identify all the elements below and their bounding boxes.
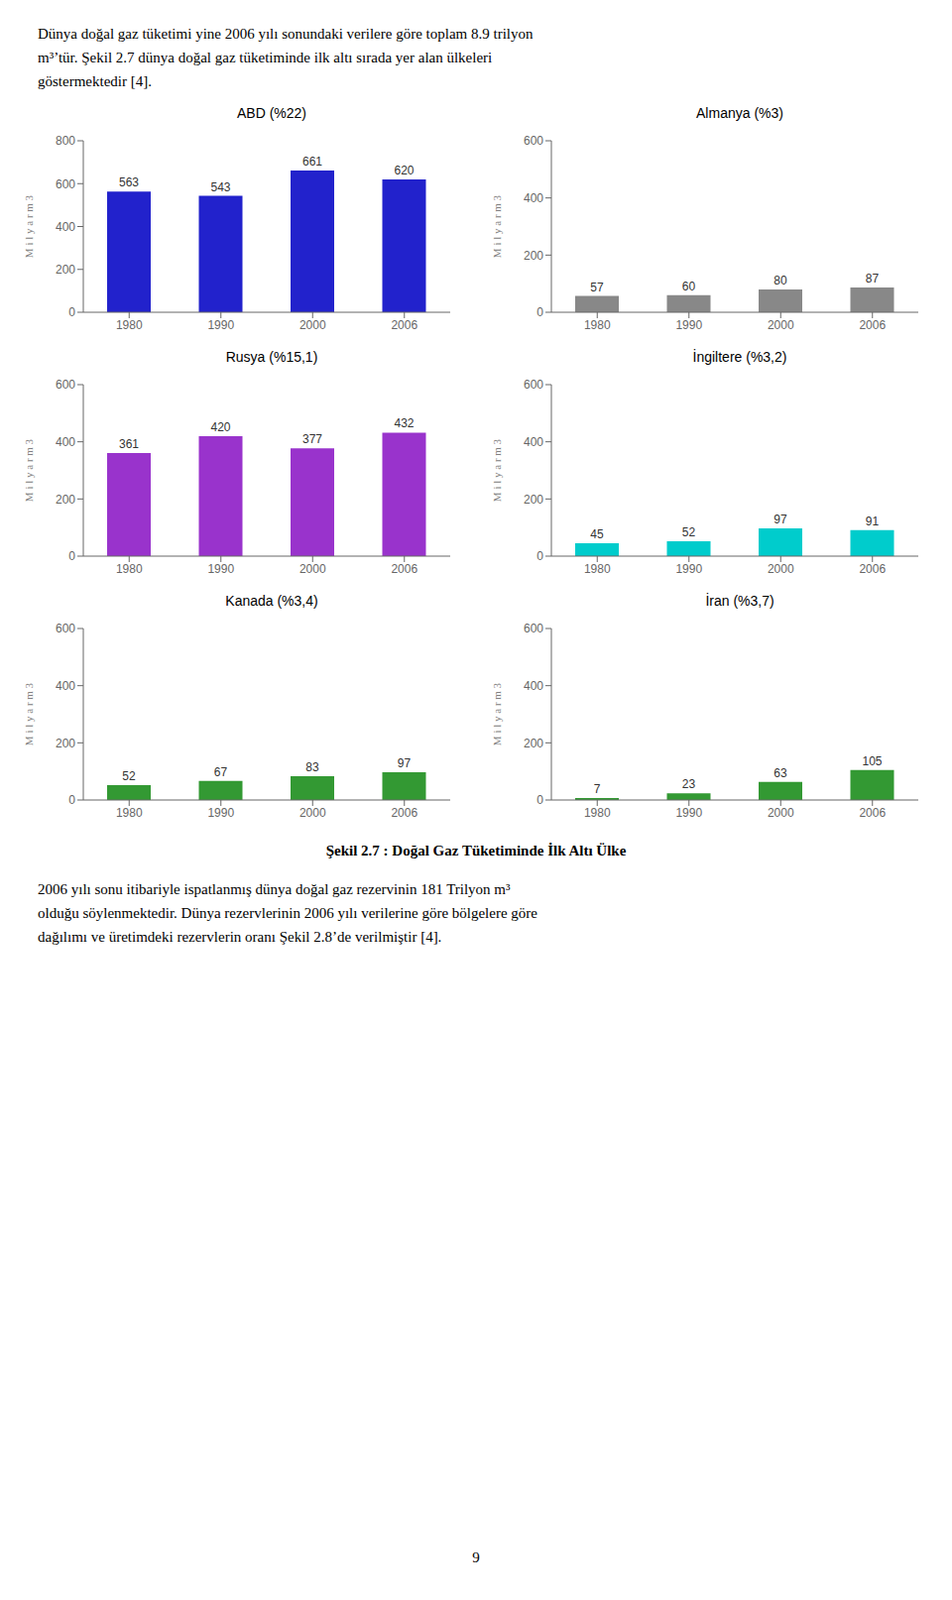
- svg-text:2006: 2006: [390, 806, 418, 821]
- svg-text:63: 63: [773, 766, 788, 781]
- svg-text:2006: 2006: [858, 806, 886, 821]
- svg-text:1990: 1990: [675, 318, 703, 333]
- svg-text:1980: 1980: [116, 318, 143, 333]
- svg-text:M i l y a r m 3: M i l y a r m 3: [490, 194, 503, 258]
- svg-text:97: 97: [773, 512, 788, 527]
- html-text:Rusya (%15,1): Rusya (%15,1): [225, 349, 318, 365]
- svg-text:1990: 1990: [207, 562, 235, 577]
- svg-text:45: 45: [590, 527, 604, 542]
- svg-text:1990: 1990: [207, 806, 235, 821]
- html-text:9: 9: [472, 1549, 480, 1566]
- svg-text:91: 91: [865, 514, 880, 529]
- svg-text:600: 600: [55, 621, 76, 636]
- svg-text:2000: 2000: [767, 806, 795, 821]
- svg-text:87: 87: [865, 271, 880, 286]
- svg-text:2000: 2000: [299, 562, 327, 577]
- html-text:İran (%3,7): İran (%3,7): [705, 593, 775, 609]
- svg-text:400: 400: [523, 679, 544, 694]
- svg-text:200: 200: [523, 736, 544, 751]
- svg-text:57: 57: [590, 280, 604, 295]
- svg-text:80: 80: [773, 273, 788, 288]
- svg-text:2000: 2000: [299, 318, 327, 333]
- svg-text:400: 400: [523, 191, 544, 206]
- html-text:Dünya doğal gaz tüketimi yine: Dünya doğal gaz tüketimi yine 2006 yılı …: [37, 25, 534, 42]
- svg-text:200: 200: [523, 492, 544, 507]
- svg-text:1980: 1980: [584, 562, 611, 577]
- svg-text:52: 52: [682, 525, 697, 540]
- svg-text:2006: 2006: [858, 562, 886, 577]
- svg-text:600: 600: [55, 377, 76, 392]
- html-text:Almanya (%3): Almanya (%3): [696, 105, 784, 121]
- svg-text:83: 83: [305, 760, 320, 775]
- svg-text:2000: 2000: [767, 562, 795, 577]
- svg-text:67: 67: [214, 765, 229, 780]
- svg-text:2006: 2006: [858, 318, 886, 333]
- svg-text:600: 600: [523, 621, 544, 636]
- svg-text:2000: 2000: [299, 806, 327, 821]
- html-text:2006 yılı sonu itibariyle ispa: 2006 yılı sonu itibariyle ispatlanmış dü…: [37, 881, 511, 898]
- svg-text:23: 23: [682, 777, 697, 792]
- svg-text:563: 563: [119, 175, 139, 190]
- svg-text:60: 60: [682, 279, 697, 294]
- svg-text:200: 200: [523, 248, 544, 263]
- svg-text:400: 400: [55, 679, 76, 694]
- svg-text:600: 600: [55, 177, 76, 192]
- svg-text:400: 400: [55, 435, 76, 450]
- svg-text:200: 200: [55, 262, 76, 277]
- svg-text:2006: 2006: [390, 562, 418, 577]
- svg-text:M i l y a r m 3: M i l y a r m 3: [22, 194, 35, 258]
- svg-text:1990: 1990: [207, 318, 235, 333]
- html-text:dağılımı ve üretimdeki rezervl: dağılımı ve üretimdeki rezervlerin oranı…: [37, 929, 442, 946]
- svg-text:1980: 1980: [116, 562, 143, 577]
- html-text:göstermektedir [4].: göstermektedir [4].: [37, 73, 152, 90]
- html-text:ABD (%22): ABD (%22): [237, 105, 307, 121]
- svg-text:M i l y a r m 3: M i l y a r m 3: [22, 682, 35, 746]
- svg-text:543: 543: [210, 180, 231, 195]
- svg-text:661: 661: [302, 154, 323, 169]
- html-text:Kanada (%3,4): Kanada (%3,4): [225, 593, 319, 609]
- svg-text:1980: 1980: [116, 806, 143, 821]
- svg-text:800: 800: [55, 133, 76, 148]
- svg-text:0: 0: [536, 793, 544, 808]
- html-text:İngiltere (%3,2): İngiltere (%3,2): [692, 349, 787, 365]
- svg-text:400: 400: [55, 220, 76, 235]
- html-text:Şekil 2.7 : Doğal Gaz Tüketimi: Şekil 2.7 : Doğal Gaz Tüketiminde İlk Al…: [325, 842, 627, 859]
- svg-text:97: 97: [397, 756, 412, 771]
- svg-text:0: 0: [536, 305, 544, 320]
- svg-text:0: 0: [68, 305, 76, 320]
- svg-text:200: 200: [55, 492, 76, 507]
- svg-text:377: 377: [302, 432, 323, 447]
- svg-text:1990: 1990: [675, 806, 703, 821]
- svg-text:1990: 1990: [675, 562, 703, 577]
- svg-text:M i l y a r m 3: M i l y a r m 3: [22, 438, 35, 502]
- svg-text:7: 7: [594, 782, 601, 797]
- svg-text:52: 52: [121, 769, 136, 784]
- svg-text:420: 420: [210, 420, 231, 435]
- svg-text:200: 200: [55, 736, 76, 751]
- svg-text:620: 620: [393, 163, 414, 178]
- svg-text:2000: 2000: [767, 318, 795, 333]
- svg-text:600: 600: [523, 133, 544, 148]
- svg-text:M i l y a r m 3: M i l y a r m 3: [490, 438, 503, 502]
- svg-text:2006: 2006: [390, 318, 418, 333]
- html-text:m³’tür. Şekil 2.7 dünya doğal: m³’tür. Şekil 2.7 dünya doğal gaz tüketi…: [37, 49, 493, 66]
- svg-text:0: 0: [68, 549, 76, 564]
- svg-text:0: 0: [68, 793, 76, 808]
- svg-text:361: 361: [119, 437, 139, 452]
- svg-text:1980: 1980: [584, 806, 611, 821]
- svg-text:432: 432: [393, 416, 414, 431]
- svg-text:400: 400: [523, 435, 544, 450]
- svg-text:600: 600: [523, 377, 544, 392]
- html-text:olduğu söylenmektedir. Dünya r: olduğu söylenmektedir. Dünya rezervlerin…: [37, 905, 538, 922]
- svg-text:0: 0: [536, 549, 544, 564]
- svg-text:1980: 1980: [584, 318, 611, 333]
- svg-text:105: 105: [861, 754, 882, 769]
- svg-text:M i l y a r m 3: M i l y a r m 3: [490, 682, 503, 746]
